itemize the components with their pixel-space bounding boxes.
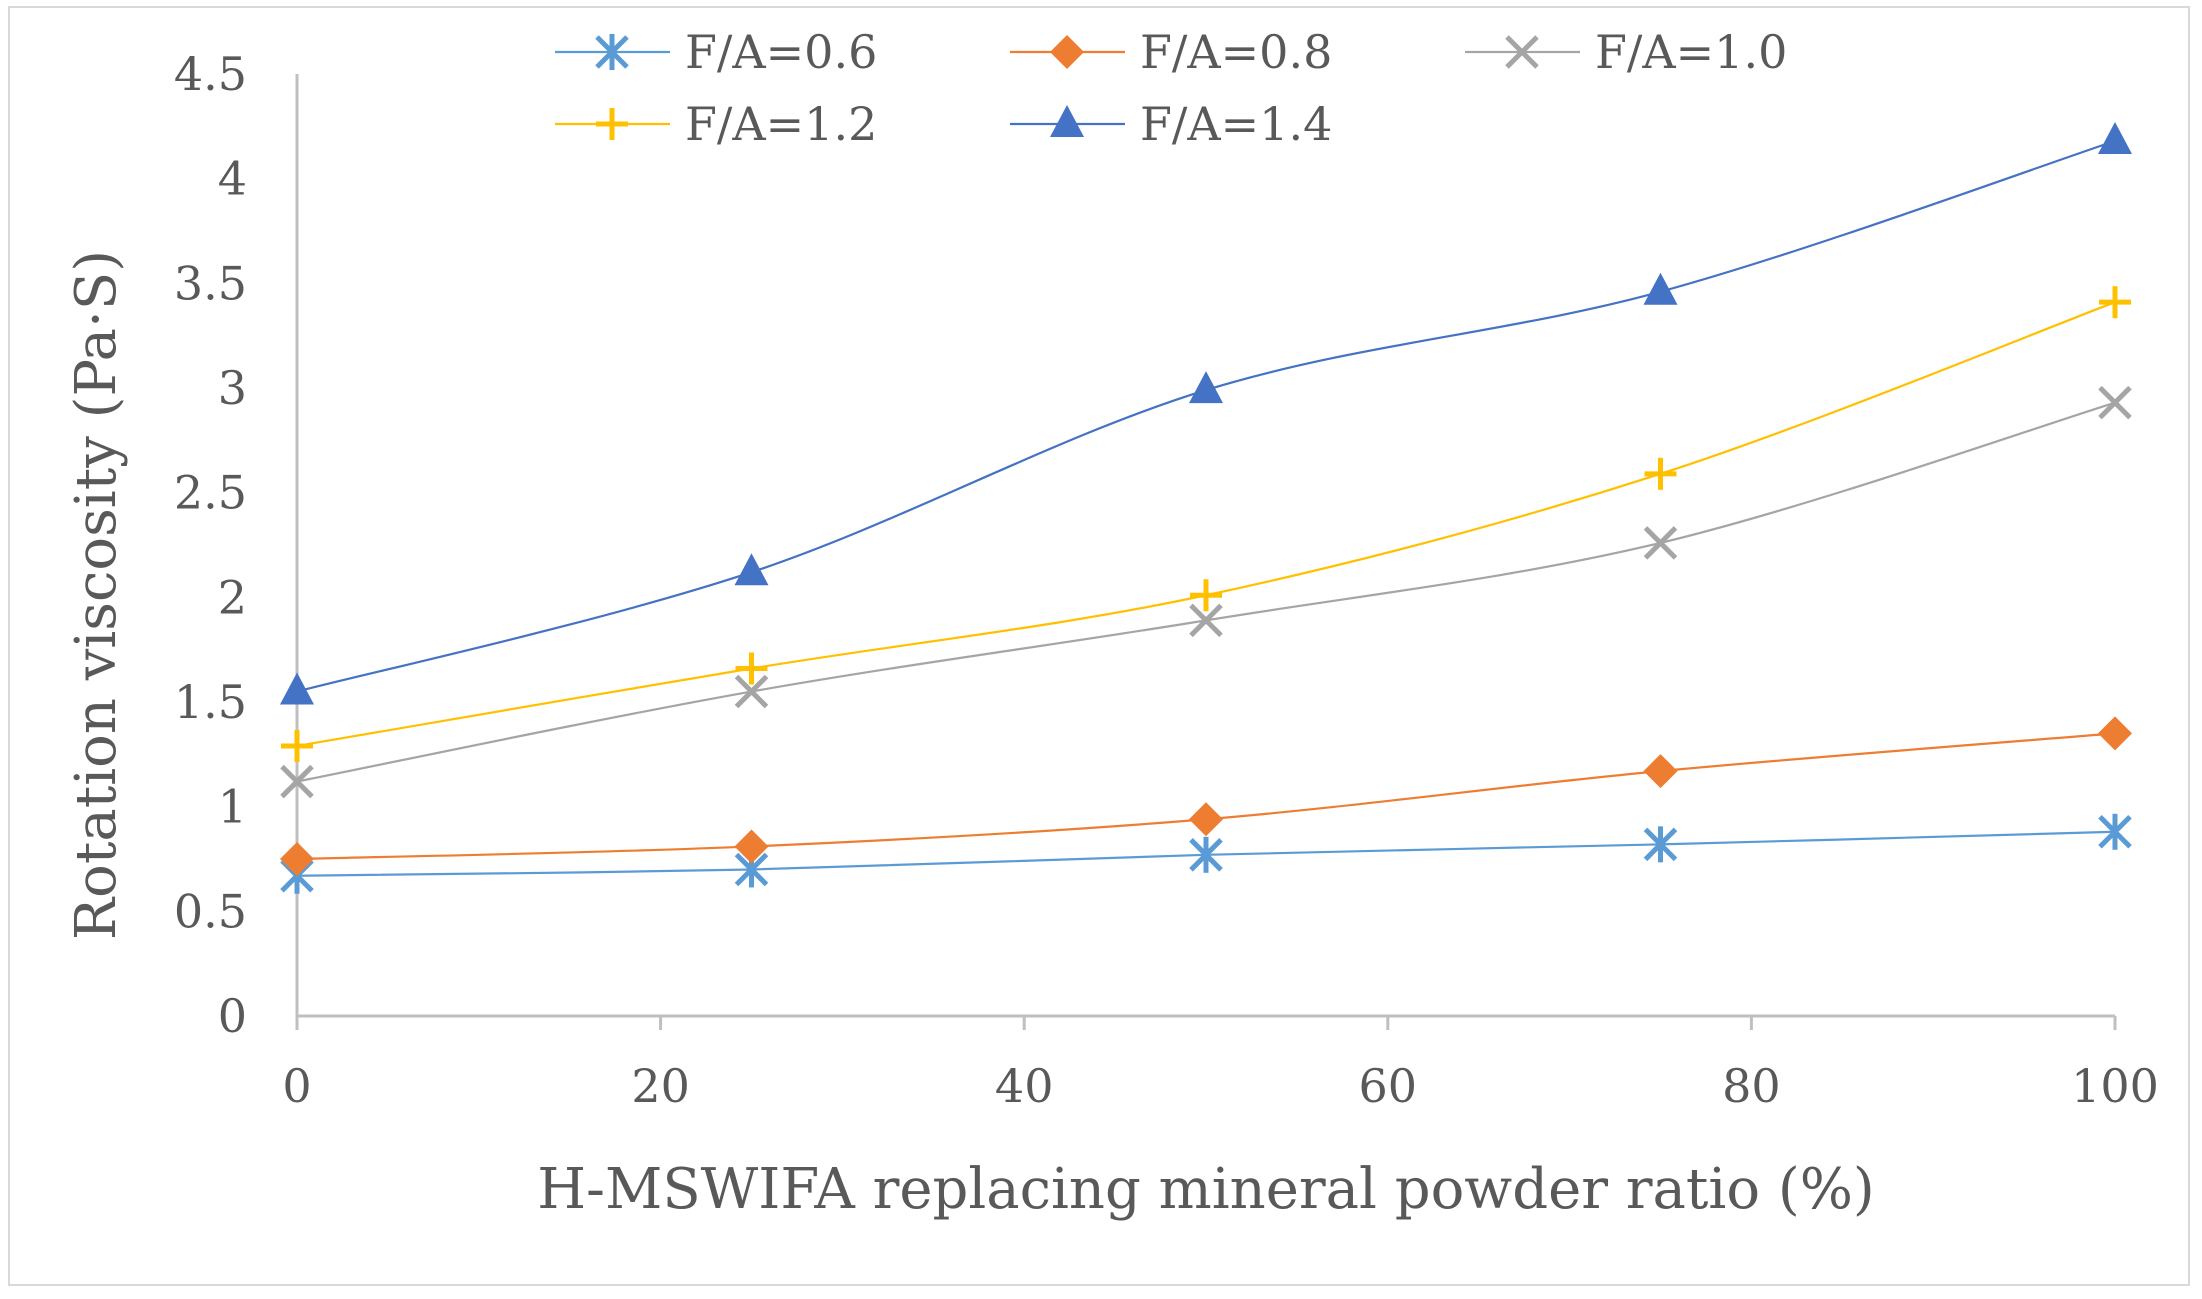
data-point	[1643, 754, 1678, 789]
legend-label: F/A=0.6	[685, 25, 877, 79]
legend-marker	[596, 108, 628, 140]
data-point	[1643, 272, 1678, 305]
y-tick-label: 0.5	[174, 884, 247, 938]
data-point	[2098, 716, 2132, 751]
y-tick-label: 2	[218, 570, 247, 624]
legend-marker	[595, 34, 629, 70]
data-point	[1189, 371, 1223, 404]
y-tick-label: 4.5	[174, 47, 247, 101]
series-f-a-1-2	[281, 286, 2131, 762]
x-tick-label: 0	[282, 1059, 311, 1113]
data-point	[1189, 603, 1223, 638]
y-tick-label: 3.5	[174, 256, 247, 310]
x-tick-label: 40	[995, 1059, 1054, 1113]
x-ticks: 0 20 40 60 80 100	[282, 1016, 2159, 1113]
data-point	[1644, 457, 1677, 490]
data-point	[1643, 826, 1678, 863]
legend-marker	[1050, 35, 1084, 69]
data-point	[281, 729, 313, 762]
legend-label: F/A=0.8	[1140, 25, 1332, 79]
data-point	[2098, 385, 2132, 420]
y-tick-label: 3	[218, 361, 247, 415]
legend-item: F/A=0.6	[555, 25, 877, 79]
data-point	[1189, 836, 1223, 873]
y-tick-label: 1.5	[174, 675, 247, 729]
x-tick-label: 100	[2071, 1059, 2159, 1113]
x-tick-label: 20	[631, 1059, 690, 1113]
y-tick-label: 4	[218, 152, 247, 206]
legend-marker	[1050, 105, 1084, 137]
data-point	[1189, 802, 1223, 837]
y-ticks: 0 0.5 1 1.5 2 2.5 3 3.5 4 4.5	[174, 47, 247, 1043]
axes	[295, 74, 2115, 1018]
legend-label: F/A=1.4	[1140, 97, 1332, 151]
data-point	[734, 553, 769, 586]
data-point	[734, 829, 769, 864]
legend-label: F/A=1.2	[685, 97, 877, 151]
chart-frame	[8, 6, 2190, 1286]
data-point	[735, 652, 768, 685]
y-tick-label: 2.5	[174, 466, 247, 520]
y-axis-title: Rotation viscosity (Pa·S)	[64, 250, 129, 940]
data-point	[2098, 121, 2132, 154]
data-point	[734, 674, 769, 709]
data-point	[1190, 579, 1222, 612]
legend-label: F/A=1.0	[1595, 25, 1787, 79]
x-axis-title: H-MSWIFA replacing mineral powder ratio …	[537, 1157, 1875, 1222]
legend-item: F/A=1.2	[555, 97, 877, 151]
legend-item: F/A=1.4	[1010, 97, 1332, 151]
series-group	[280, 121, 2132, 894]
series-f-a-0-8	[280, 716, 2132, 876]
series-f-a-1-0	[280, 385, 2132, 799]
y-tick-label: 1	[218, 780, 247, 834]
y-tick-label: 0	[218, 989, 247, 1043]
series-f-a-1-4	[280, 121, 2132, 705]
legend-marker	[1505, 35, 1539, 69]
data-point	[2099, 286, 2131, 319]
legend: F/A=0.6 F/A=0.8 F/A=1.0 F/A=1.2 F/A=1.4	[555, 25, 1787, 151]
legend-item: F/A=0.8	[1010, 25, 1332, 79]
legend-item: F/A=1.0	[1465, 25, 1787, 79]
series-line	[296, 301, 2116, 748]
data-point	[2098, 813, 2132, 850]
data-point	[1643, 526, 1678, 560]
data-point	[280, 672, 314, 705]
x-tick-label: 80	[1722, 1059, 1781, 1113]
data-point	[280, 764, 314, 799]
data-point	[280, 842, 314, 876]
x-tick-label: 60	[1359, 1059, 1418, 1113]
